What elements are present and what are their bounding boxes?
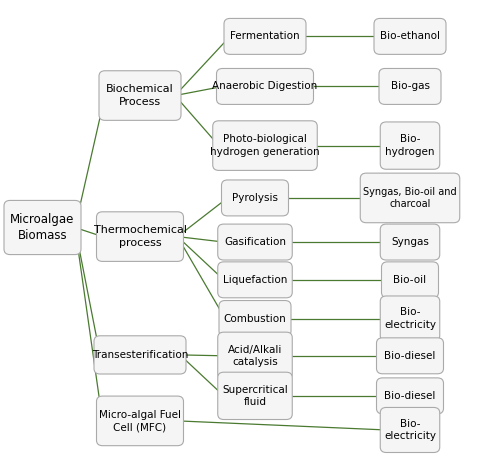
FancyBboxPatch shape	[94, 336, 186, 374]
Text: Bio-diesel: Bio-diesel	[384, 391, 436, 401]
FancyBboxPatch shape	[213, 121, 318, 170]
Text: Supercritical
fluid: Supercritical fluid	[222, 384, 288, 407]
Text: Photo-biological
hydrogen generation: Photo-biological hydrogen generation	[210, 134, 320, 157]
FancyBboxPatch shape	[218, 224, 292, 260]
Text: Thermochemical
process: Thermochemical process	[94, 225, 186, 248]
Text: Syngas: Syngas	[391, 237, 429, 247]
Text: Bio-
electricity: Bio- electricity	[384, 419, 436, 441]
FancyBboxPatch shape	[222, 180, 288, 216]
Text: Bio-diesel: Bio-diesel	[384, 351, 436, 361]
Text: Pyrolysis: Pyrolysis	[232, 193, 278, 203]
Text: Anaerobic Digestion: Anaerobic Digestion	[212, 81, 318, 91]
FancyBboxPatch shape	[218, 262, 292, 298]
Text: Bio-
hydrogen: Bio- hydrogen	[385, 134, 435, 157]
FancyBboxPatch shape	[224, 18, 306, 54]
FancyBboxPatch shape	[380, 408, 440, 452]
Text: Syngas, Bio-oil and
charcoal: Syngas, Bio-oil and charcoal	[363, 187, 457, 209]
FancyBboxPatch shape	[218, 332, 292, 379]
FancyBboxPatch shape	[96, 396, 184, 446]
Text: Acid/Alkali
catalysis: Acid/Alkali catalysis	[228, 344, 282, 367]
FancyBboxPatch shape	[380, 296, 440, 341]
FancyBboxPatch shape	[380, 122, 440, 169]
Text: Fermentation: Fermentation	[230, 31, 300, 41]
FancyBboxPatch shape	[99, 71, 181, 120]
FancyBboxPatch shape	[376, 378, 444, 414]
FancyBboxPatch shape	[96, 212, 184, 261]
Text: Micro-algal Fuel
Cell (MFC): Micro-algal Fuel Cell (MFC)	[99, 410, 181, 432]
FancyBboxPatch shape	[4, 200, 81, 255]
FancyBboxPatch shape	[380, 224, 440, 260]
FancyBboxPatch shape	[216, 68, 314, 104]
FancyBboxPatch shape	[382, 262, 438, 298]
Text: Transesterification: Transesterification	[92, 350, 188, 360]
FancyBboxPatch shape	[218, 372, 292, 420]
FancyBboxPatch shape	[219, 301, 291, 337]
Text: Bio-gas: Bio-gas	[390, 81, 430, 91]
FancyBboxPatch shape	[374, 18, 446, 54]
FancyBboxPatch shape	[379, 68, 441, 104]
Text: Gasification: Gasification	[224, 237, 286, 247]
Text: Combustion: Combustion	[224, 313, 286, 324]
Text: Bio-ethanol: Bio-ethanol	[380, 31, 440, 41]
Text: Liquefaction: Liquefaction	[223, 275, 287, 285]
FancyBboxPatch shape	[360, 173, 460, 223]
Text: Bio-
electricity: Bio- electricity	[384, 307, 436, 330]
Text: Microalgae
Biomass: Microalgae Biomass	[10, 213, 74, 242]
FancyBboxPatch shape	[376, 338, 444, 374]
Text: Biochemical
Process: Biochemical Process	[106, 84, 174, 107]
Text: Bio-oil: Bio-oil	[394, 275, 426, 285]
